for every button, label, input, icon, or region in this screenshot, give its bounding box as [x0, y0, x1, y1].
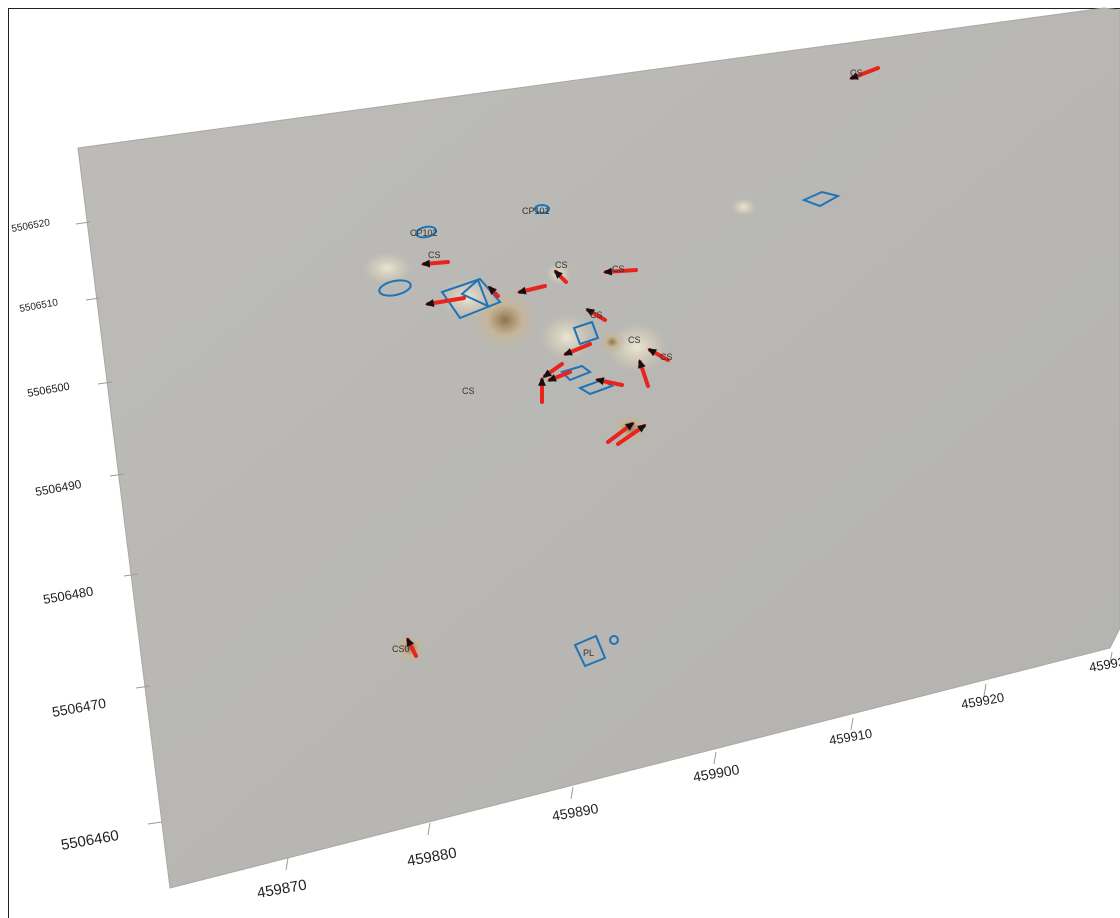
arrow-head: [406, 637, 415, 647]
blue-outline-marker: [609, 635, 619, 645]
terrain-surface: [77, 7, 1120, 889]
mound: [731, 198, 759, 218]
x-tick-mark: [285, 857, 289, 871]
x-tick-mark: [983, 683, 987, 697]
y-tick-label: 5506470: [51, 695, 108, 720]
marker-label: CS: [612, 264, 625, 274]
blue-outline-marker: [577, 378, 615, 396]
marker-label: CS: [462, 386, 475, 396]
x-tick-label: 459870: [256, 877, 308, 902]
marker-label: PL: [583, 648, 594, 658]
red-arrow[interactable]: [647, 348, 670, 362]
y-tick-label: 5506520: [11, 217, 52, 235]
arrow-head: [553, 269, 563, 279]
y-tick-mark: [123, 573, 139, 577]
arrow-head: [542, 369, 552, 378]
x-tick-mark: [713, 751, 717, 765]
arrow-head: [547, 374, 557, 382]
blue-outline-marker: [572, 320, 600, 346]
blue-outline-marker: [801, 190, 841, 208]
marker-label: CS: [590, 310, 603, 320]
map-frame: [8, 8, 1120, 918]
arrow-head: [849, 72, 859, 80]
y-tick-mark: [147, 821, 163, 825]
x-tick-label: 459890: [551, 800, 600, 824]
red-arrow[interactable]: [517, 284, 547, 295]
red-arrow[interactable]: [585, 308, 607, 322]
arrow-head: [647, 348, 657, 357]
arrow-head: [425, 299, 435, 307]
y-tick-mark: [75, 221, 91, 225]
marker-label: CS: [428, 250, 441, 260]
marker-label: CS: [628, 335, 641, 345]
blue-outline-marker: [415, 225, 437, 239]
arrow-head: [637, 424, 647, 433]
y-tick-label: 5506460: [60, 827, 120, 854]
x-tick-label: 459920: [960, 690, 1005, 712]
x-tick-label: 459910: [828, 726, 873, 748]
y-tick-mark: [97, 381, 113, 385]
arrow-head: [538, 377, 546, 386]
arrow-head: [563, 348, 573, 356]
red-arrow[interactable]: [425, 296, 466, 307]
blue-outline-marker: [534, 204, 550, 214]
arrow-head: [638, 359, 646, 369]
x-tick-mark: [570, 786, 574, 800]
arrow-head: [585, 308, 595, 317]
y-tick-label: 5506500: [26, 381, 70, 400]
marker-labels: CP102 CP101 CS CS CS CS CS CS CS CS0 PL …: [392, 68, 863, 658]
arrow-head: [421, 259, 431, 268]
red-arrow[interactable]: [563, 342, 592, 356]
blue-outline-marker: [560, 364, 593, 382]
marker-label: CS: [660, 352, 673, 362]
marker-label: CS: [555, 260, 568, 270]
x-tick-label: 459930: [1088, 653, 1120, 675]
red-arrow[interactable]: [547, 370, 572, 382]
blue-outline-marker: [460, 278, 490, 308]
red-arrows[interactable]: [406, 66, 880, 658]
marker-label: CP101: [522, 206, 550, 216]
red-arrow[interactable]: [421, 259, 450, 268]
red-arrow[interactable]: [487, 285, 500, 298]
marker-label: CP102: [410, 228, 438, 238]
x-tick-label: 459880: [406, 845, 458, 870]
axis-ticks: [75, 221, 1113, 871]
blue-outline-marker: [378, 279, 412, 297]
x-tick-mark: [427, 822, 431, 836]
red-arrow[interactable]: [406, 637, 418, 658]
x-tick-mark: [1109, 651, 1113, 665]
red-arrow[interactable]: [616, 424, 647, 446]
red-arrow[interactable]: [603, 267, 638, 276]
arrow-head: [603, 267, 613, 276]
y-tick-label: 5506510: [19, 297, 60, 315]
arrow-head: [517, 286, 527, 295]
red-arrow[interactable]: [595, 377, 624, 387]
red-arrow[interactable]: [553, 269, 568, 284]
red-arrow[interactable]: [542, 362, 564, 378]
arrow-head: [625, 422, 635, 431]
y-tick-label: 5506490: [34, 477, 83, 499]
marker-label: CS0: [392, 644, 410, 654]
y-tick-mark: [135, 685, 151, 689]
x-tick-label: 459900: [692, 761, 741, 785]
x-tick-mark: [850, 717, 854, 731]
red-arrow[interactable]: [538, 377, 546, 404]
red-arrow[interactable]: [638, 359, 650, 388]
mound: [598, 330, 626, 354]
marker-label: CS: [850, 68, 863, 78]
blue-outline-marker: [573, 634, 607, 668]
arrow-head: [595, 377, 605, 386]
mound: [362, 252, 418, 288]
y-tick-label: 5506480: [42, 583, 94, 607]
y-tick-mark: [109, 473, 125, 477]
blue-outline-marker: [440, 277, 502, 320]
y-tick-mark: [85, 297, 101, 301]
blue-markers[interactable]: [378, 190, 841, 668]
red-arrow[interactable]: [606, 422, 635, 444]
red-arrow[interactable]: [849, 66, 880, 80]
mound: [540, 314, 600, 366]
arrow-head: [487, 285, 497, 295]
